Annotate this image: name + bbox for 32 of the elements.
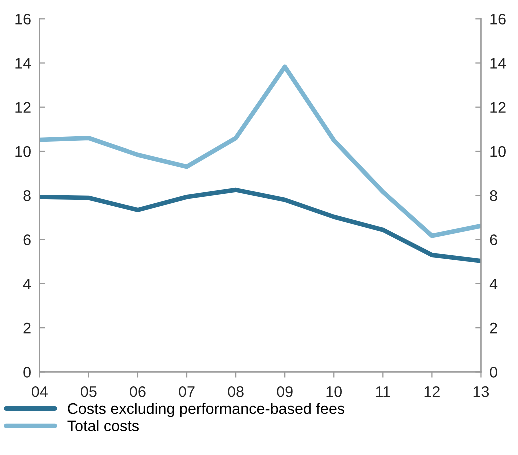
y-tick-label: 10 [16,146,31,158]
x-tick-label: 06 [130,386,146,398]
legend-label: Costs excluding performance-based fees [68,403,345,418]
x-tick-label: 10 [326,386,342,398]
y-tick-label: 12 [16,102,31,113]
x-tick-label: 12 [424,386,440,398]
y-tick-label: 0 [24,367,31,378]
line-series [40,188,482,264]
y2-tick-label: 8 [490,190,498,202]
x-tick-label: 09 [277,386,293,398]
y2-tick-label: 12 [490,102,506,113]
y-tick-label: 4 [23,278,32,290]
legend-label: Total costs [68,420,140,432]
y2-tick-label: 16 [490,14,506,25]
x-tick-label: 04 [32,386,48,398]
x-tick-label: 11 [376,386,390,398]
y-tick-label: 8 [24,190,31,202]
y2-tick-label: 10 [490,146,506,158]
y2-tick-label: 0 [490,367,498,378]
y-tick-label: 6 [24,234,31,246]
x-tick-label: 08 [228,386,244,398]
y2-tick-label: 2 [490,322,498,334]
y-tick-label: 16 [16,14,31,25]
y-tick-label: 2 [24,322,31,334]
y2-tick-label: 6 [490,234,498,246]
y-tick-label: 14 [16,58,32,69]
line-series [40,64,482,238]
y2-tick-label: 14 [490,58,506,69]
x-tick-label: 13 [474,386,490,398]
x-tick-label: 07 [179,386,195,398]
y2-tick-label: 4 [490,278,498,290]
x-tick-label: 05 [81,386,97,398]
